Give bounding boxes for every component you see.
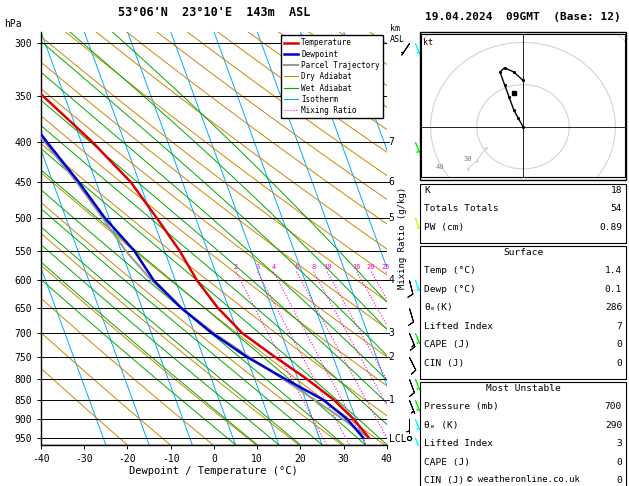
Text: 20: 20	[367, 263, 376, 270]
Text: 7: 7	[389, 137, 394, 147]
Text: 18: 18	[611, 186, 622, 195]
Text: 6: 6	[389, 177, 394, 187]
Text: Pressure (mb): Pressure (mb)	[424, 402, 499, 412]
Text: 2: 2	[234, 263, 238, 270]
Text: 2: 2	[389, 352, 394, 362]
Text: 1: 1	[389, 395, 394, 404]
Text: 10: 10	[323, 263, 331, 270]
Text: 286: 286	[605, 303, 622, 312]
Text: 0: 0	[616, 476, 622, 486]
Text: 6: 6	[294, 263, 299, 270]
Text: CAPE (J): CAPE (J)	[424, 458, 470, 467]
Text: 7: 7	[616, 322, 622, 331]
Text: © weatheronline.co.uk: © weatheronline.co.uk	[467, 474, 579, 484]
Text: Lifted Index: Lifted Index	[424, 322, 493, 331]
Text: θₑ (K): θₑ (K)	[424, 421, 459, 430]
Text: 8: 8	[311, 263, 316, 270]
Legend: Temperature, Dewpoint, Parcel Trajectory, Dry Adiabat, Wet Adiabat, Isotherm, Mi: Temperature, Dewpoint, Parcel Trajectory…	[281, 35, 383, 118]
Text: LCL: LCL	[389, 434, 406, 444]
Text: kt: kt	[423, 38, 433, 47]
Text: 0: 0	[616, 340, 622, 349]
Text: 1.4: 1.4	[605, 266, 622, 276]
Text: 4: 4	[389, 276, 394, 285]
Text: Lifted Index: Lifted Index	[424, 439, 493, 449]
Text: 0.89: 0.89	[599, 223, 622, 232]
Text: CAPE (J): CAPE (J)	[424, 340, 470, 349]
Text: 30: 30	[464, 156, 472, 161]
Text: 0: 0	[616, 359, 622, 368]
Text: 0: 0	[616, 458, 622, 467]
Text: θₑ(K): θₑ(K)	[424, 303, 453, 312]
Text: 40: 40	[436, 164, 444, 170]
Text: CIN (J): CIN (J)	[424, 359, 464, 368]
Text: 54: 54	[611, 204, 622, 213]
Text: 19.04.2024  09GMT  (Base: 12): 19.04.2024 09GMT (Base: 12)	[425, 12, 621, 22]
Text: 53°06'N  23°10'E  143m  ASL: 53°06'N 23°10'E 143m ASL	[118, 6, 310, 19]
Text: PW (cm): PW (cm)	[424, 223, 464, 232]
Text: 700: 700	[605, 402, 622, 412]
Text: Surface: Surface	[503, 248, 543, 257]
Text: 4: 4	[271, 263, 276, 270]
Text: K: K	[424, 186, 430, 195]
Text: Mixing Ratio (g/kg): Mixing Ratio (g/kg)	[398, 187, 407, 289]
Text: km
ASL: km ASL	[390, 24, 405, 44]
Text: 16: 16	[352, 263, 361, 270]
Text: 0.1: 0.1	[605, 285, 622, 294]
Text: Totals Totals: Totals Totals	[424, 204, 499, 213]
Text: Most Unstable: Most Unstable	[486, 384, 560, 393]
Text: 5: 5	[389, 213, 394, 223]
Text: Dewp (°C): Dewp (°C)	[424, 285, 476, 294]
X-axis label: Dewpoint / Temperature (°C): Dewpoint / Temperature (°C)	[130, 467, 298, 476]
Text: hPa: hPa	[4, 19, 21, 29]
Text: 3: 3	[616, 439, 622, 449]
Text: 3: 3	[255, 263, 260, 270]
Text: Temp (°C): Temp (°C)	[424, 266, 476, 276]
Text: 290: 290	[605, 421, 622, 430]
Text: CIN (J): CIN (J)	[424, 476, 464, 486]
Text: 25: 25	[382, 263, 390, 270]
Text: 3: 3	[389, 328, 394, 338]
